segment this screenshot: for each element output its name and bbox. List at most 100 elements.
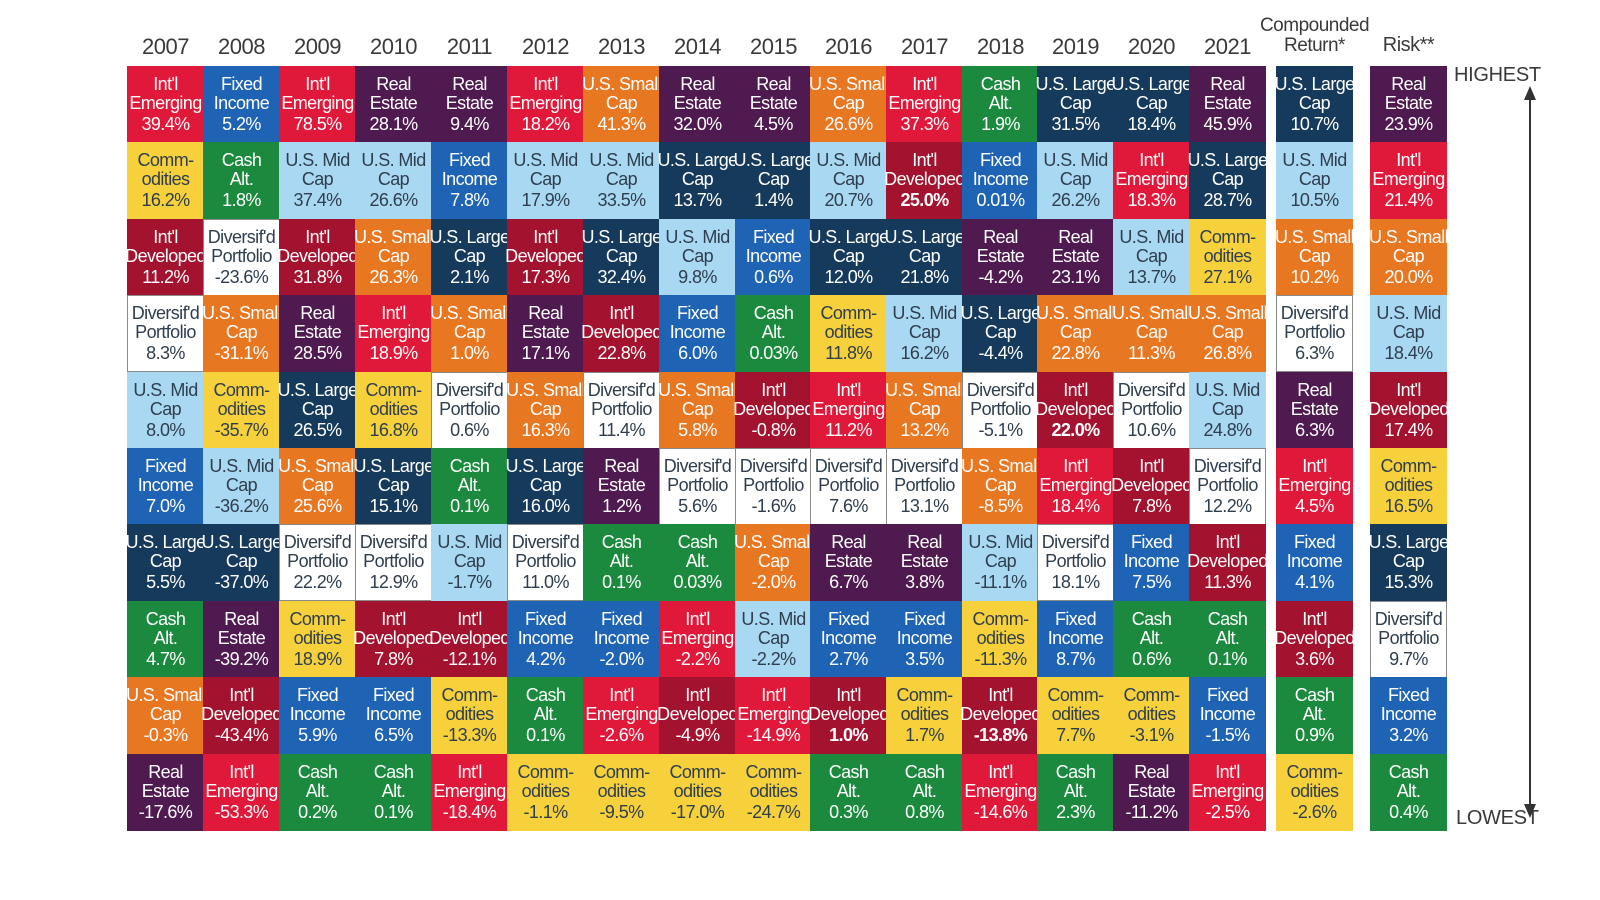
return-value: 21.8% — [900, 266, 949, 287]
return-value: 26.6% — [824, 114, 873, 134]
return-value: 18.1% — [1051, 572, 1100, 593]
asset-class-label: Cap — [149, 704, 182, 725]
quilt-cell: Cash Alt. 0.4% — [1370, 753, 1447, 831]
asset-class-label: Cash — [1055, 761, 1096, 782]
return-value: -4.4% — [978, 343, 1023, 364]
return-value: 28.5% — [293, 343, 342, 364]
return-value: -0.8% — [751, 419, 796, 440]
asset-class-label: Cash — [828, 761, 869, 782]
asset-class-label: U.S. Small — [353, 226, 434, 247]
asset-class-label: Diversif'd — [283, 532, 352, 553]
asset-class-label: Fixed — [144, 456, 187, 476]
asset-class-label: Income — [441, 169, 498, 190]
quilt-cell: U.S. Mid Cap -36.2% — [203, 448, 280, 525]
quilt-cell: Diversif'd Portfolio 7.6% — [810, 448, 887, 525]
return-value: 4.1% — [1295, 572, 1334, 593]
asset-class-label: U.S. Large — [657, 150, 738, 171]
asset-class-label: Emerging — [281, 93, 354, 113]
quilt-cell: Comm-odities 16.2% — [127, 142, 204, 220]
asset-class-label: U.S. Mid — [513, 150, 578, 171]
asset-class-label: Income — [820, 627, 877, 648]
quilt-cell: U.S. Mid Cap 24.8% — [1189, 371, 1266, 449]
asset-class-label: Int'l — [988, 685, 1013, 706]
quilt-cell: Cash Alt. 0.8% — [886, 753, 963, 831]
asset-class-label: Comm- — [1286, 761, 1344, 782]
asset-class-label: Int'l — [1302, 456, 1327, 476]
return-value: 7.0% — [146, 496, 185, 516]
return-value: 13.7% — [673, 190, 722, 211]
asset-class-label: Int'l — [609, 685, 634, 706]
asset-class-label: Fixed — [752, 226, 795, 247]
quilt-cell: Int'l Emerging 4.5% — [1276, 448, 1353, 525]
asset-class-label: U.S. Mid — [1195, 379, 1260, 400]
asset-class-label: Developed — [884, 169, 965, 190]
quilt-cell: U.S. Large Cap 31.5% — [1035, 66, 1116, 143]
return-value: 6.5% — [374, 725, 413, 746]
asset-class-label: Cap — [529, 398, 562, 419]
return-value: 0.1% — [602, 572, 641, 593]
asset-class-label: Income — [365, 704, 422, 725]
asset-class-label: Int'l — [381, 303, 406, 324]
return-value: 17.9% — [521, 190, 570, 211]
asset-class-label: Alt. — [912, 780, 937, 801]
quilt-cell: Comm-odities 7.7% — [1037, 677, 1114, 755]
asset-class-label: Portfolio — [970, 398, 1031, 419]
quilt-cell: Cash Alt. 1.9% — [962, 66, 1039, 143]
asset-class-label: Int'l — [1302, 608, 1327, 629]
asset-class-label: U.S. Large — [960, 303, 1041, 324]
asset-class-label: Int'l — [609, 303, 634, 324]
quilt-cell: Int'l Emerging -53.3% — [203, 753, 280, 831]
quilt-cell: Cash Alt. 0.6% — [1113, 600, 1190, 678]
asset-class-label: Int'l — [1139, 456, 1164, 476]
asset-class-label: Diversif'd — [1280, 303, 1349, 324]
asset-class-label: Int'l — [1063, 456, 1088, 476]
return-value: 1.8% — [222, 190, 261, 211]
asset-class-label: Int'l — [685, 608, 710, 629]
asset-class-label: U.S. Mid — [1376, 303, 1441, 324]
quilt-cell: Real Estate 32.0% — [659, 66, 736, 143]
asset-class-label: Fixed — [1130, 532, 1173, 553]
asset-class-label: Emerging — [1191, 780, 1264, 801]
return-value: 23.9% — [1384, 114, 1433, 134]
return-value: 7.5% — [1132, 572, 1171, 593]
asset-class-label: Estate — [673, 93, 722, 113]
quilt-cell: Comm-odities 27.1% — [1189, 218, 1266, 296]
asset-class-label: Developed — [808, 704, 889, 725]
quilt-cell: Real Estate -17.6% — [127, 753, 204, 831]
asset-class-label: Cap — [529, 475, 562, 495]
return-value: 3.8% — [905, 572, 944, 593]
quilt-cell: Cash Alt. 0.1% — [431, 448, 508, 525]
return-value: 0.1% — [450, 496, 489, 516]
asset-class-label: Developed — [1187, 551, 1268, 572]
asset-class-label: Diversif'd — [1193, 456, 1262, 476]
return-value: 1.0% — [450, 343, 489, 364]
asset-class-label: U.S. Small — [277, 456, 358, 476]
asset-class-label: Int'l — [533, 74, 558, 94]
return-value: 18.3% — [1127, 190, 1176, 211]
return-value: 5.6% — [678, 496, 717, 516]
asset-class-label: Portfolio — [135, 322, 196, 343]
asset-class-label: Int'l — [381, 608, 406, 629]
asset-class-label: Alt. — [685, 551, 710, 572]
asset-class-label: Int'l — [912, 74, 937, 94]
return-value: 11.4% — [598, 419, 645, 440]
asset-class-label: U.S. Small — [1274, 226, 1355, 247]
asset-class-label: Portfolio — [1045, 551, 1106, 572]
column-header: 2015 — [750, 34, 797, 59]
asset-class-label: odities — [141, 169, 190, 190]
return-value: 0.6% — [450, 419, 489, 440]
quilt-cell: Int'l Developed 7.8% — [353, 600, 434, 678]
asset-class-label: Int'l — [1396, 150, 1421, 171]
return-value: 5.9% — [298, 725, 337, 746]
asset-class-label: Emerging — [585, 704, 658, 725]
return-value: 4.5% — [754, 114, 793, 134]
asset-class-label: Emerging — [1278, 475, 1351, 495]
asset-class-label: Developed — [429, 627, 510, 648]
quilt-cell: Comm-odities -35.7% — [203, 371, 280, 449]
quilt-cell: Int'l Developed 22.0% — [1035, 371, 1116, 449]
return-value: -5.1% — [978, 419, 1023, 440]
return-value: -2.5% — [1205, 801, 1250, 822]
return-value: 12.9% — [369, 572, 418, 593]
asset-class-label: Cash — [753, 303, 794, 324]
column-header: 2007 — [142, 34, 189, 59]
